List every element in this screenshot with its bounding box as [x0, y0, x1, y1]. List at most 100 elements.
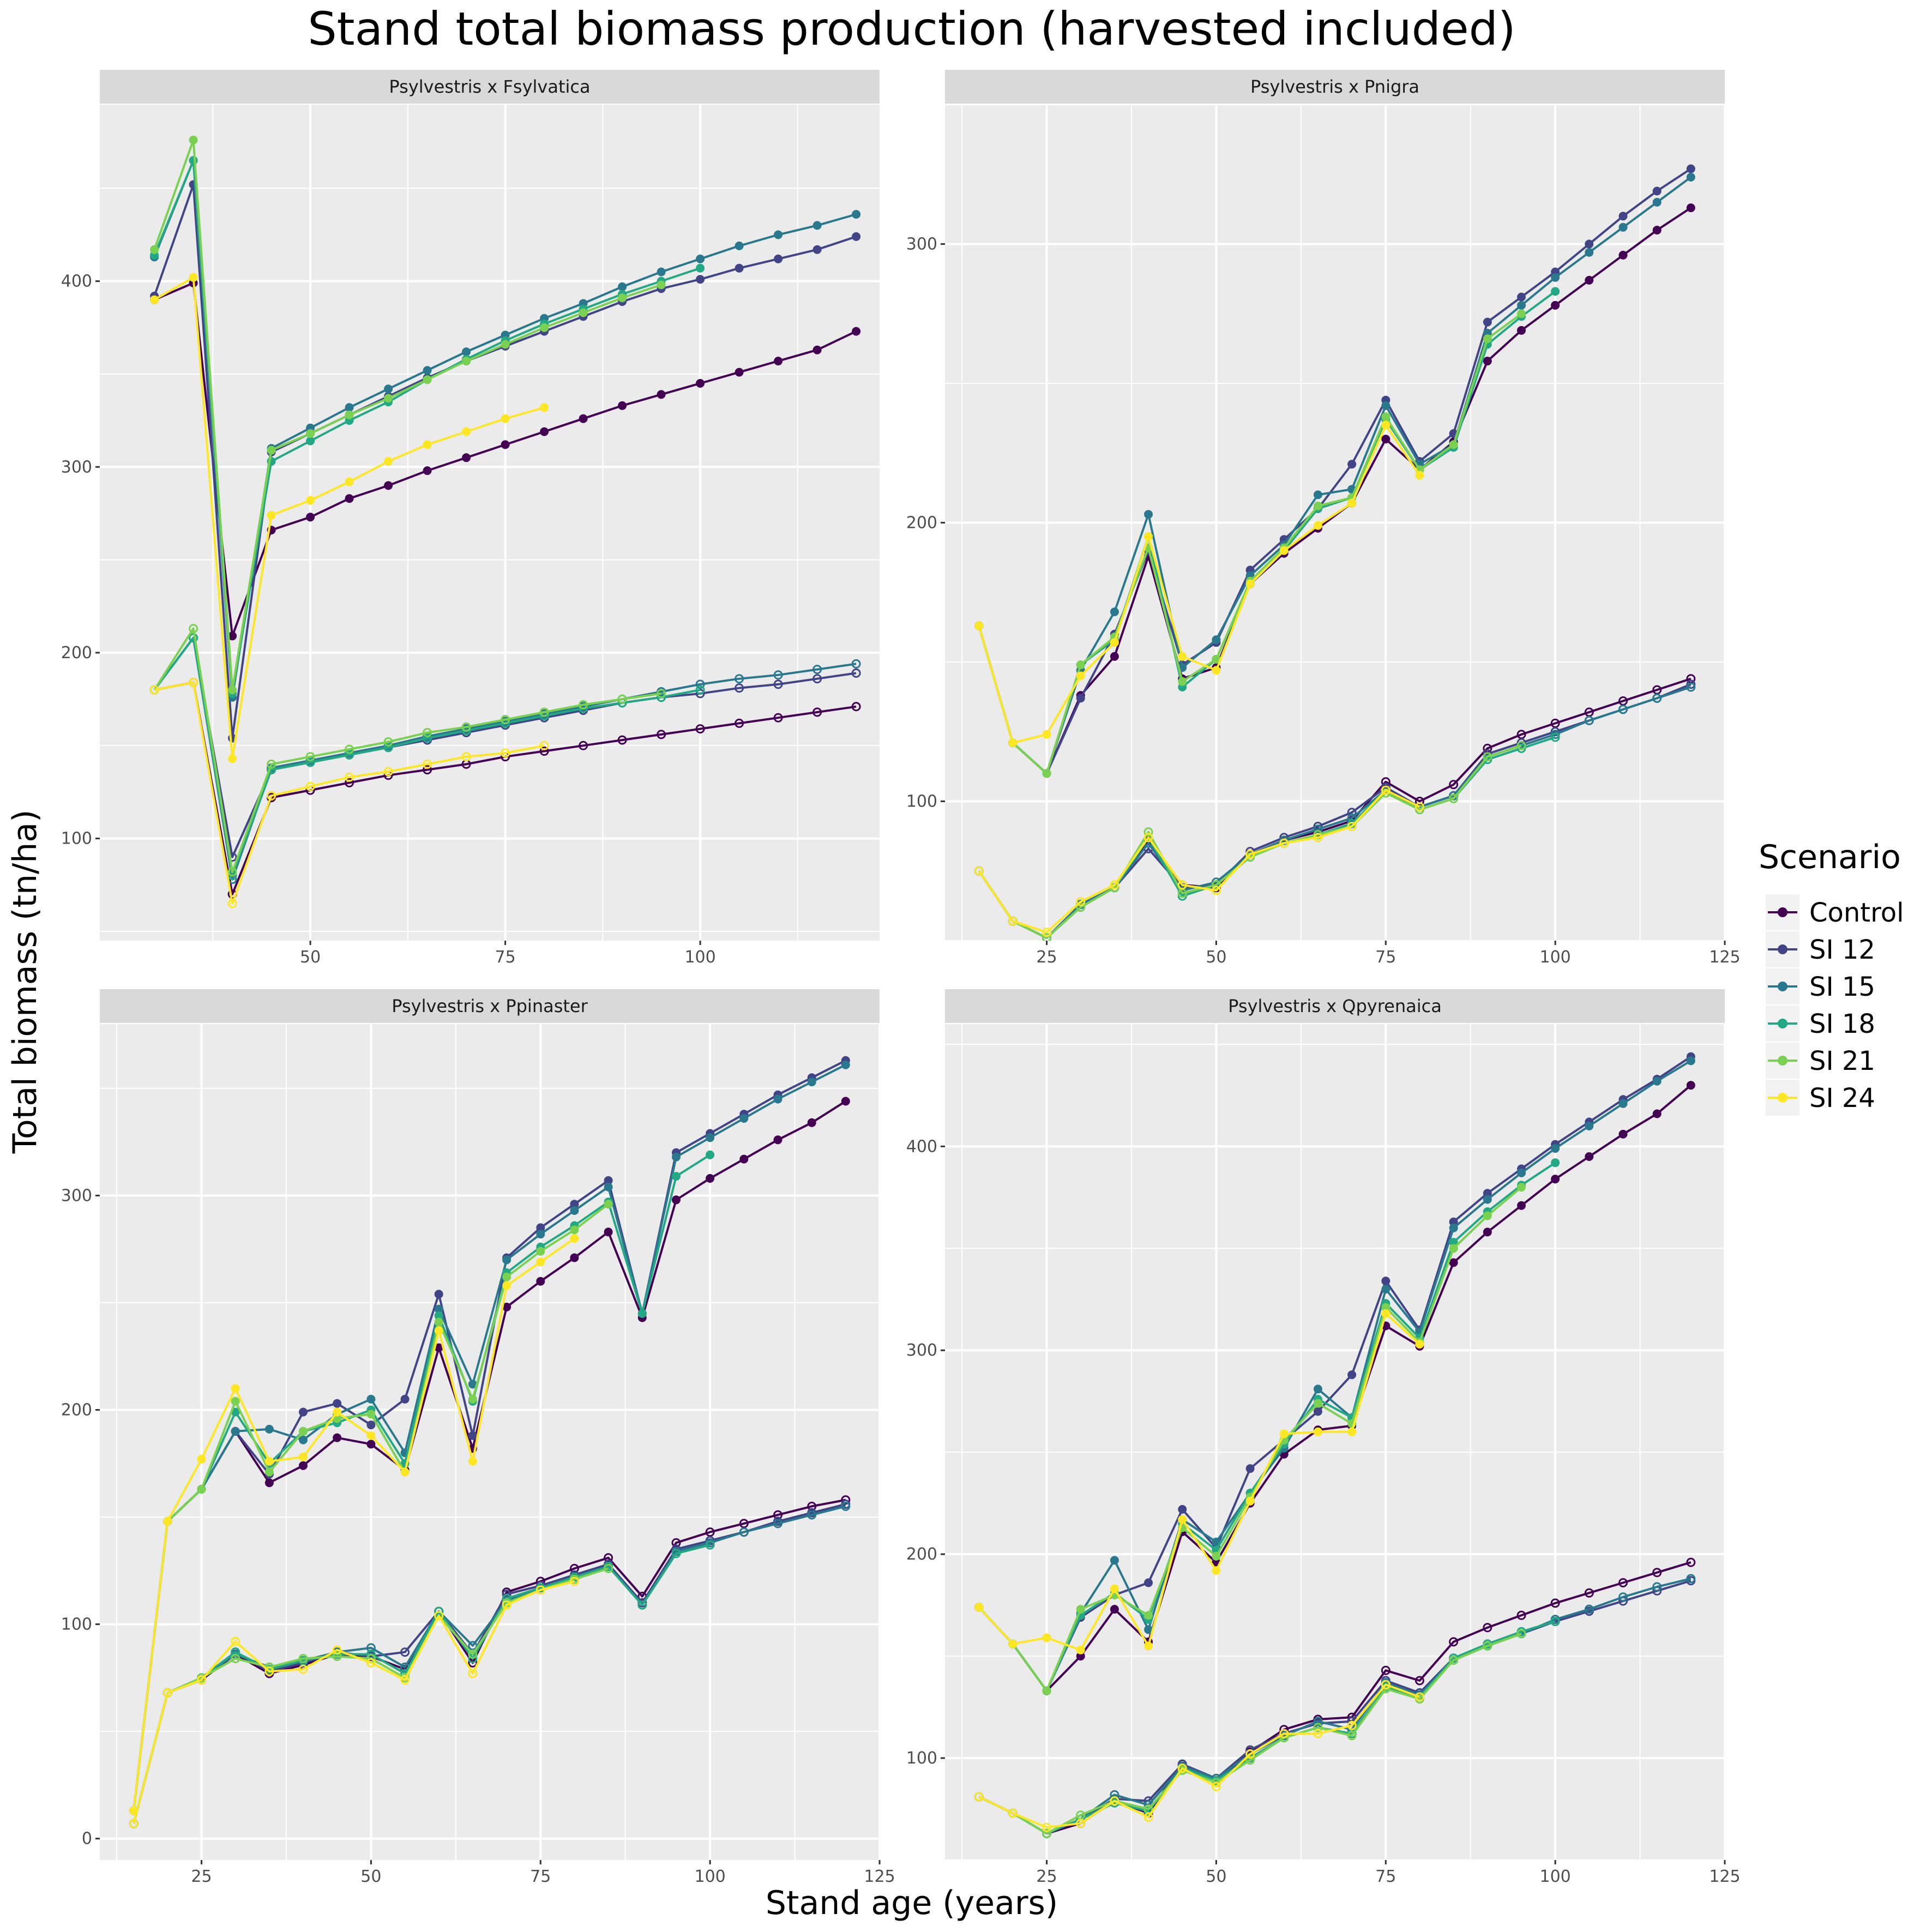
data-point-si-21-filled [1076, 660, 1085, 670]
panel-data [129, 1056, 851, 1828]
data-point-si-24-filled [1313, 521, 1322, 530]
panel-data [974, 164, 1696, 941]
data-point-control-filled [423, 466, 432, 476]
x-tick-label: 75 [495, 948, 516, 967]
legend: Scenario Control SI 12 SI 15 SI 18 SI 21 SI 2… [1759, 838, 1904, 1116]
y-tick-label: 100 [906, 792, 937, 811]
series-line-si-15-filled [978, 1060, 1692, 1692]
y-tick-label: 200 [906, 1545, 937, 1564]
data-point-si-15-hollow [841, 1501, 851, 1511]
data-point-control-filled [1551, 1175, 1560, 1184]
series-si-24-filled [129, 1234, 579, 1815]
x-tick-label: 25 [1036, 1867, 1057, 1886]
data-point-si-24-hollow [162, 1688, 172, 1698]
series-line-si-24-hollow [154, 681, 545, 905]
data-point-si-21-filled [299, 1427, 308, 1436]
data-point-si-21-filled [366, 1410, 376, 1419]
series-line-si-24-hollow [133, 1580, 575, 1824]
data-point-si-18-filled [672, 1172, 681, 1181]
legend-label: SI 15 [1809, 972, 1875, 1002]
data-point-si-21-hollow [1449, 793, 1459, 803]
series-line-si-18-filled [133, 1154, 711, 1811]
data-point-control-filled [345, 494, 354, 503]
data-point-si-15-filled [502, 1255, 511, 1265]
data-point-si-15-filled [1110, 607, 1119, 616]
series-line-si-24-filled [133, 1237, 575, 1811]
data-point-si-12-filled [366, 1421, 376, 1430]
data-point-si-15-filled [1517, 300, 1526, 310]
data-point-si-21-filled [197, 1485, 206, 1494]
data-point-si-21-hollow [1516, 1629, 1526, 1639]
data-point-si-21-hollow [604, 1563, 613, 1573]
legend-key-point [1778, 1056, 1787, 1066]
data-point-control-hollow [1483, 1623, 1492, 1633]
data-point-control-filled [1483, 357, 1492, 366]
data-point-si-12-filled [1517, 292, 1526, 302]
panel-psylvestris-x-qpyrenaica: Psylvestris x Qpyrenaica 25 50 75 100 125 100 2… [906, 989, 1741, 1886]
data-point-control-filled [604, 1227, 613, 1237]
x-tick-label: 50 [300, 948, 321, 967]
data-point-control-filled [739, 1154, 749, 1164]
series-line-si-15-hollow [978, 686, 1692, 939]
data-point-si-15-hollow [1618, 1592, 1628, 1602]
series-line-si-24-filled [978, 1312, 1421, 1651]
data-point-si-21-filled [1313, 1399, 1322, 1408]
data-point-si-15-filled [1110, 1556, 1119, 1565]
data-point-si-24-hollow [197, 1675, 206, 1685]
data-point-si-21-filled [1042, 1686, 1051, 1695]
data-point-si-21-filled [1483, 334, 1492, 344]
data-point-si-15-filled [1551, 273, 1560, 282]
chart-title: Stand total biomass production (harveste… [308, 2, 1515, 56]
data-point-si-24-filled [1144, 532, 1153, 541]
data-point-si-24-hollow [1143, 1813, 1153, 1822]
data-point-control-hollow [773, 713, 783, 723]
data-point-si-12-filled [1381, 1277, 1391, 1286]
data-point-si-24-hollow [366, 1658, 376, 1668]
legend-label: SI 24 [1809, 1083, 1875, 1114]
data-point-control-hollow [1449, 780, 1459, 790]
x-tick-label: 100 [1539, 1867, 1570, 1886]
facet-strip [100, 70, 880, 104]
x-axis-title: Stand age (years) [766, 1884, 1058, 1922]
data-point-control-hollow [345, 778, 354, 787]
data-point-si-24-filled [1381, 1309, 1391, 1318]
panel-psylvestris-x-ppinaster: Psylvestris x Ppinaster 25 50 75 100 125 0 100 2… [61, 989, 895, 1886]
series-si-24-filled [150, 273, 549, 763]
series-line-si-12-filled [978, 1056, 1692, 1692]
data-point-si-12-filled [1178, 1504, 1187, 1514]
y-axis-title: Total biomass (tn/ha) [6, 810, 44, 1154]
data-point-si-15-filled [773, 1094, 783, 1104]
data-point-control-filled [1652, 226, 1662, 234]
data-point-si-24-hollow [1211, 1781, 1221, 1791]
data-point-si-12-hollow [773, 679, 783, 689]
data-point-control-filled [841, 1097, 850, 1106]
panel-psylvestris-x-fsylvatica: Psylvestris x Fsylvatica 50 75 100 100 200 300… [61, 70, 880, 967]
data-point-si-15-filled [1483, 1195, 1492, 1204]
y-tick-label: 200 [61, 643, 92, 663]
data-point-control-filled [1517, 326, 1526, 335]
data-point-control-filled [299, 1461, 308, 1470]
data-point-si-24-hollow [149, 685, 159, 695]
data-point-control-hollow [579, 741, 588, 750]
data-point-si-15-hollow [807, 1510, 817, 1520]
data-point-si-21-filled [1449, 440, 1458, 449]
data-point-si-24-filled [1042, 730, 1051, 739]
data-point-control-filled [1483, 1227, 1492, 1237]
series-line-si-15-filled [978, 176, 1692, 775]
data-point-si-24-hollow [1076, 897, 1086, 906]
data-point-si-18-hollow [231, 1647, 240, 1657]
series-line-si-18-hollow [153, 636, 701, 877]
data-point-si-21-filled [462, 357, 471, 366]
data-point-si-21-filled [502, 1272, 511, 1281]
data-point-si-24-hollow [1008, 1808, 1018, 1818]
series-si-24-hollow [974, 785, 1424, 937]
data-point-control-filled [696, 379, 705, 388]
legend-key-point [1778, 1093, 1787, 1103]
data-point-control-filled [570, 1253, 579, 1262]
data-point-si-24-filled [1178, 652, 1187, 661]
data-point-si-21-hollow [345, 744, 354, 754]
data-point-si-15-filled [604, 1182, 613, 1191]
series-line-si-18-hollow [133, 1544, 711, 1824]
data-point-si-18-hollow [1550, 1617, 1560, 1626]
